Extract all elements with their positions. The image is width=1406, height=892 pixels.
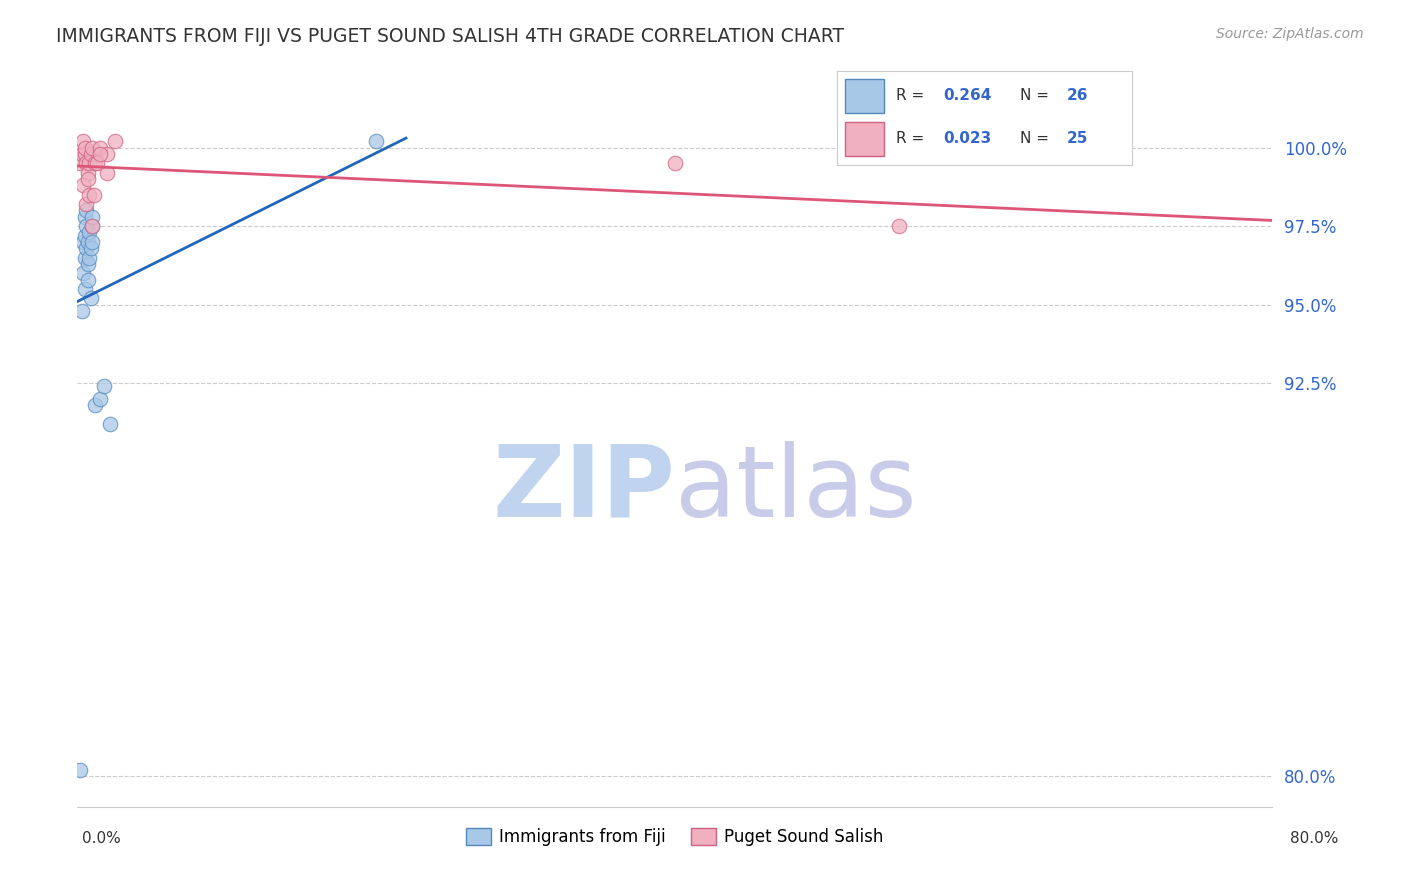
Point <box>69 156 91 170</box>
Point <box>82 140 104 154</box>
Text: 0.0%: 0.0% <box>82 831 121 846</box>
Point <box>70 304 93 318</box>
Point <box>69 763 91 777</box>
Point <box>73 210 96 224</box>
Point <box>79 251 101 265</box>
Text: Source: ZipAtlas.com: Source: ZipAtlas.com <box>1216 27 1364 41</box>
Point <box>80 291 103 305</box>
Point <box>80 146 103 161</box>
Point <box>89 140 111 154</box>
Point <box>75 156 97 170</box>
Point <box>104 134 127 148</box>
Point <box>75 219 97 233</box>
Point <box>76 235 98 249</box>
Point <box>79 156 101 170</box>
Point <box>73 282 96 296</box>
Point <box>82 210 104 224</box>
FancyBboxPatch shape <box>845 78 884 112</box>
Point <box>98 417 121 431</box>
Text: R =: R = <box>896 88 929 103</box>
Point <box>84 398 107 412</box>
Point <box>93 379 115 393</box>
Point <box>366 134 388 148</box>
Point <box>80 241 103 255</box>
Point <box>73 146 96 161</box>
Point <box>70 146 93 161</box>
Text: N =: N = <box>1019 88 1053 103</box>
Text: 26: 26 <box>1067 88 1088 103</box>
Point <box>82 235 104 249</box>
FancyBboxPatch shape <box>845 122 884 156</box>
Point <box>72 235 94 249</box>
Point <box>76 172 98 186</box>
Text: ZIP: ZIP <box>492 441 675 538</box>
Text: N =: N = <box>1019 131 1053 146</box>
Point <box>72 178 94 193</box>
Point <box>89 392 111 406</box>
Text: 0.264: 0.264 <box>943 88 991 103</box>
Point <box>73 140 96 154</box>
Point <box>86 156 108 170</box>
Point <box>79 187 101 202</box>
Point <box>75 241 97 255</box>
Text: atlas: atlas <box>675 441 917 538</box>
Point <box>75 203 97 218</box>
Point <box>76 272 98 286</box>
Point <box>72 266 94 280</box>
Point <box>73 228 96 243</box>
Text: 0.023: 0.023 <box>943 131 991 146</box>
Point <box>73 251 96 265</box>
Point <box>96 166 118 180</box>
Text: IMMIGRANTS FROM FIJI VS PUGET SOUND SALISH 4TH GRADE CORRELATION CHART: IMMIGRANTS FROM FIJI VS PUGET SOUND SALI… <box>56 27 845 45</box>
Text: 80.0%: 80.0% <box>1291 831 1339 846</box>
Point <box>76 257 98 271</box>
Point <box>76 166 98 180</box>
Text: R =: R = <box>896 131 929 146</box>
Text: 25: 25 <box>1067 131 1088 146</box>
Point <box>83 187 105 202</box>
Point <box>75 197 97 211</box>
Point <box>89 146 111 161</box>
Point <box>79 226 101 240</box>
Point <box>82 219 104 233</box>
Legend: Immigrants from Fiji, Puget Sound Salish: Immigrants from Fiji, Puget Sound Salish <box>460 822 890 853</box>
Point <box>664 156 686 170</box>
Point <box>96 146 118 161</box>
Point <box>82 219 104 233</box>
Point <box>84 156 107 170</box>
Point <box>887 219 910 233</box>
Point <box>72 134 94 148</box>
